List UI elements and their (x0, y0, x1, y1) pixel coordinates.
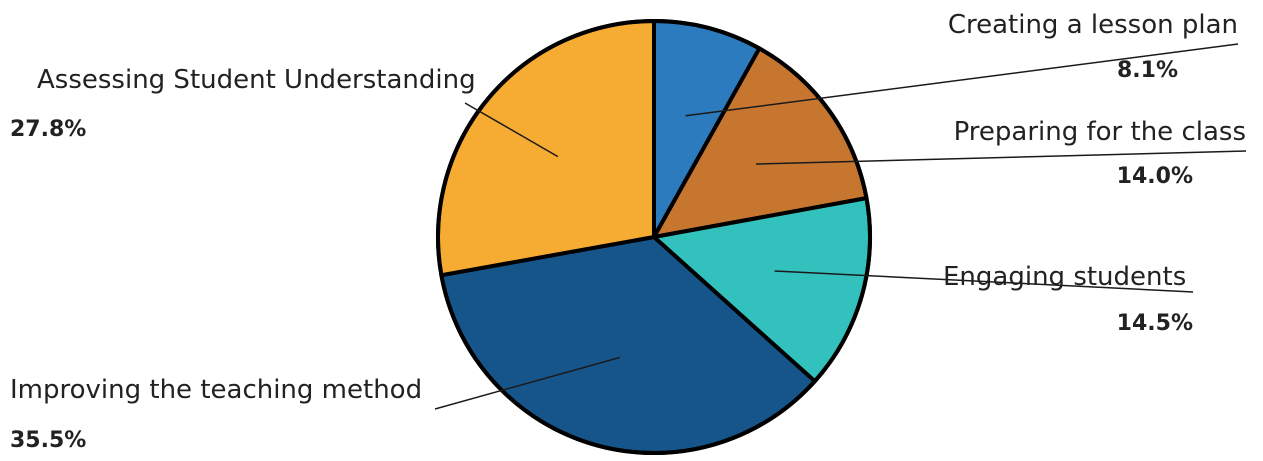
slice-label-improving-the-teaching-method: Improving the teaching method (10, 375, 422, 405)
leader-line-assessing-student-understanding (464, 102, 559, 158)
pie-slices (436, 19, 872, 455)
slice-label-assessing-student-understanding: Assessing Student Understanding (37, 65, 476, 95)
leader-lines (434, 43, 1247, 410)
slice-label-creating-a-lesson-plan: Creating a lesson plan (948, 10, 1238, 40)
slice-value-preparing-for-the-class: 14.0% (1117, 164, 1193, 189)
slice-label-preparing-for-the-class: Preparing for the class (954, 117, 1246, 147)
pie-outline (436, 19, 872, 455)
leader-line-improving-the-teaching-method (434, 356, 621, 410)
slice-label-engaging-students: Engaging students (943, 262, 1186, 292)
slice-value-engaging-students: 14.5% (1117, 311, 1193, 336)
leader-line-engaging-students (774, 270, 1194, 293)
slice-value-creating-a-lesson-plan: 8.1% (1117, 58, 1178, 83)
slice-value-improving-the-teaching-method: 35.5% (10, 428, 86, 453)
pie-slice-assessing-student-understanding (436, 19, 656, 278)
slice-value-assessing-student-understanding: 27.8% (10, 117, 86, 142)
leader-line-preparing-for-the-class (755, 150, 1247, 165)
leader-line-creating-a-lesson-plan (685, 43, 1239, 117)
